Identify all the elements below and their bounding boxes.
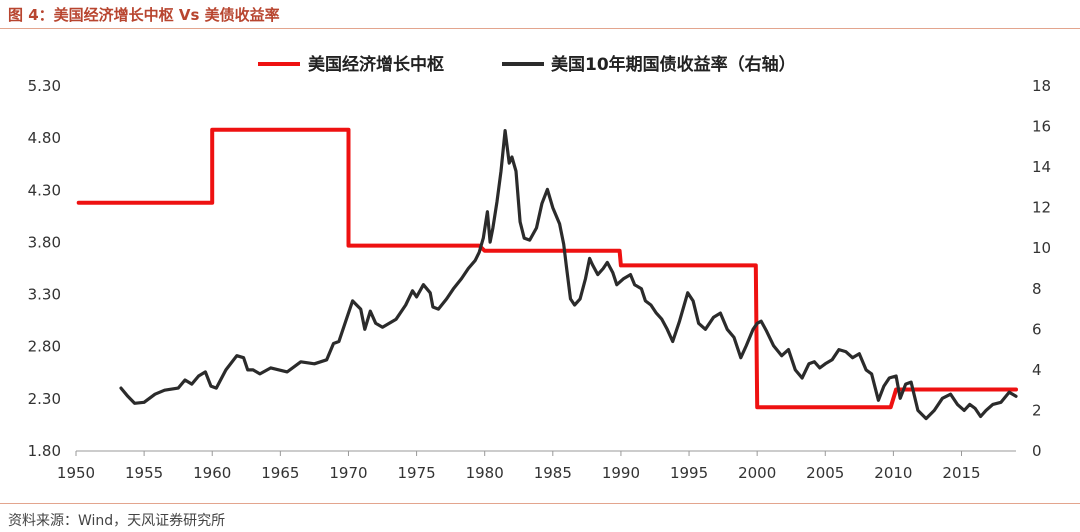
y-right-tick-label: 16 bbox=[1032, 118, 1051, 136]
y-right-tick-label: 2 bbox=[1032, 401, 1042, 419]
y-right-tick-label: 8 bbox=[1032, 280, 1042, 298]
x-tick-label: 1995 bbox=[670, 464, 708, 482]
legend-yield-label: 美国10年期国债收益率（右轴） bbox=[551, 54, 796, 75]
y-right-tick-label: 0 bbox=[1032, 442, 1042, 460]
y-right-tick-label: 12 bbox=[1032, 199, 1051, 217]
footer-divider bbox=[0, 503, 1080, 504]
legend-growth-label: 美国经济增长中枢 bbox=[308, 54, 444, 75]
y-left-tick-label: 3.80 bbox=[28, 233, 61, 251]
x-tick-label: 1970 bbox=[329, 464, 367, 482]
source-note: 资料来源：Wind，天风证券研究所 bbox=[8, 513, 226, 529]
x-tick-label: 2005 bbox=[806, 464, 844, 482]
y-left-tick-label: 1.80 bbox=[28, 442, 61, 460]
header-divider bbox=[0, 28, 1080, 29]
chart-area: 美国经济增长中枢 美国10年期国债收益率（右轴） 1950 1955 1960 1965… bbox=[0, 29, 1080, 503]
y-right-tick-label: 4 bbox=[1032, 361, 1042, 379]
x-tick-label: 1980 bbox=[466, 464, 504, 482]
y-left-tick-label: 3.30 bbox=[28, 286, 61, 304]
x-tick-label: 2010 bbox=[874, 464, 912, 482]
y-right-tick-label: 14 bbox=[1032, 158, 1051, 176]
treasury-yield-line bbox=[119, 129, 1018, 421]
y-right-tick-label: 6 bbox=[1032, 320, 1042, 338]
growth-center-line bbox=[76, 127, 1018, 410]
chart-legend: 美国经济增长中枢 美国10年期国债收益率（右轴） bbox=[258, 54, 796, 75]
x-tick-label: 1985 bbox=[534, 464, 572, 482]
x-tick-label: 1950 bbox=[57, 464, 95, 482]
line-chart: 美国经济增长中枢 美国10年期国债收益率（右轴） 1950 1955 1960 1965… bbox=[28, 54, 1052, 482]
x-tick-label: 2000 bbox=[738, 464, 776, 482]
x-tick-label: 1975 bbox=[397, 464, 435, 482]
y-right-tick-label: 18 bbox=[1032, 77, 1051, 95]
y-right-tick-label: 10 bbox=[1032, 239, 1051, 257]
x-tick-label: 1965 bbox=[261, 464, 299, 482]
y-left-tick-label: 2.30 bbox=[28, 390, 61, 408]
chart-plot bbox=[76, 127, 1018, 421]
y-left-tick-label: 4.30 bbox=[28, 181, 61, 199]
chart-axes: 1950 1955 1960 1965 1970 1975 1980 1985 1990 1995… bbox=[28, 77, 1052, 482]
y-left-tick-label: 2.80 bbox=[28, 338, 61, 356]
figure-header: 图 4：美国经济增长中枢 Vs 美债收益率 bbox=[0, 0, 1080, 28]
y-left-tick-label: 4.80 bbox=[28, 129, 61, 147]
figure-title: 图 4：美国经济增长中枢 Vs 美债收益率 bbox=[8, 6, 280, 24]
x-tick-label: 2015 bbox=[942, 464, 980, 482]
x-tick-label: 1990 bbox=[602, 464, 640, 482]
x-tick-label: 1955 bbox=[125, 464, 163, 482]
y-left-tick-label: 5.30 bbox=[28, 77, 61, 95]
x-tick-label: 1960 bbox=[193, 464, 231, 482]
